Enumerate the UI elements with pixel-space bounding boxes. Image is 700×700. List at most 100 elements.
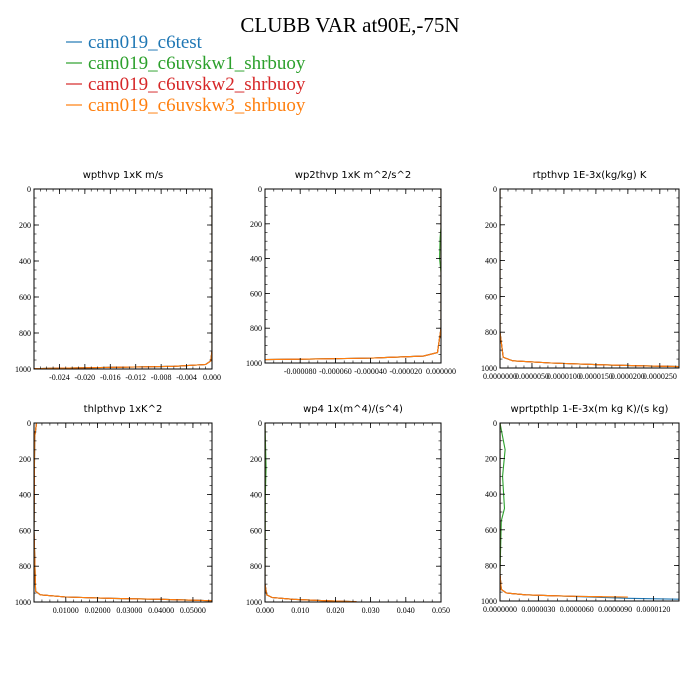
series-line-1 xyxy=(500,189,679,368)
series-line-3 xyxy=(265,423,357,602)
x-tick-label: -0.000020 xyxy=(389,367,422,376)
x-tick-label: 0.040 xyxy=(397,606,415,615)
x-tick-label: 0.0000050 xyxy=(515,372,549,381)
panel-6: wprtpthlp 1-E-3x(m kg K)/(s kg) 0 200 400 60… xyxy=(481,404,680,614)
y-tick-label: 800 xyxy=(485,328,497,337)
x-tick-label: 0.0000000 xyxy=(483,605,517,614)
series-line-4 xyxy=(265,189,441,361)
series-line-1 xyxy=(265,189,441,361)
series-line-4 xyxy=(34,423,212,602)
plot-frame xyxy=(499,188,680,369)
x-tick-label: -0.008 xyxy=(151,373,172,382)
x-tick-label: 0.020 xyxy=(326,606,344,615)
x-tick-label: 0.03000 xyxy=(116,606,142,615)
y-tick-label: 200 xyxy=(485,455,497,464)
panels: wpthvp 1xK m/s 0 200 400 600 800 1000 -0.024 -0.… xyxy=(15,170,680,615)
series-line-1 xyxy=(34,189,212,369)
x-tick-label: 0.0000200 xyxy=(611,372,645,381)
series-line-4 xyxy=(500,423,628,598)
series-line-2 xyxy=(500,423,603,598)
y-tick-label: 800 xyxy=(19,329,31,338)
legend-entry: cam019_c6test xyxy=(88,32,203,53)
x-tick-label: 0.0000250 xyxy=(643,372,677,381)
y-tick-label: 0 xyxy=(27,419,31,428)
y-tick-label: 400 xyxy=(485,257,497,266)
x-tick-label: 0.0000060 xyxy=(560,605,594,614)
plot-frame xyxy=(33,422,213,603)
x-tick-label: 0.0000150 xyxy=(579,372,613,381)
series-line-3 xyxy=(265,189,441,361)
y-tick-label: 1000 xyxy=(481,597,497,606)
x-tick-label: 0.000 xyxy=(203,373,221,382)
panel-1: wpthvp 1xK m/s 0 200 400 600 800 1000 -0.024 -0.… xyxy=(15,170,221,382)
x-tick-label: 0.050 xyxy=(432,606,450,615)
y-tick-label: 800 xyxy=(250,562,262,571)
legend-entry: cam019_c6uvskw1_shrbuoy xyxy=(88,53,306,74)
series-line-1 xyxy=(34,423,212,602)
panel-2: wp2thvp 1xK m^2/s^2 0 200 400 600 800 1000 -0.0… xyxy=(246,170,456,376)
x-tick-label: -0.012 xyxy=(125,373,146,382)
y-tick-label: 800 xyxy=(485,561,497,570)
y-tick-label: 0 xyxy=(258,185,262,194)
series-line-4 xyxy=(500,189,679,368)
y-tick-label: 200 xyxy=(250,455,262,464)
panel-title: wprtpthlp 1-E-3x(m kg K)/(s kg) xyxy=(511,404,669,415)
y-tick-label: 200 xyxy=(19,455,31,464)
series-line-2 xyxy=(34,423,212,602)
y-tick-label: 1000 xyxy=(246,598,262,607)
panel-title: thlpthvp 1xK^2 xyxy=(84,404,163,415)
x-tick-label: 0.000000 xyxy=(426,367,456,376)
plot-frame xyxy=(499,422,680,602)
panel-3: rtpthvp 1E-3x(kg/kg) K020040060080010000… xyxy=(481,170,680,381)
legend-entry: cam019_c6uvskw3_shrbuoy xyxy=(88,95,306,116)
series-line-2 xyxy=(34,189,212,369)
y-tick-label: 1000 xyxy=(15,598,31,607)
y-tick-label: 600 xyxy=(19,526,31,535)
panel-title: rtpthvp 1E-3x(kg/kg) K xyxy=(533,170,647,181)
legend-entry: cam019_c6uvskw2_shrbuoy xyxy=(88,74,306,95)
x-tick-label: -0.000060 xyxy=(319,367,352,376)
series-line-4 xyxy=(265,423,357,602)
y-tick-label: 200 xyxy=(19,221,31,230)
x-tick-label: 0.010 xyxy=(291,606,309,615)
x-tick-label: -0.024 xyxy=(49,373,70,382)
figure-title: CLUBB VAR at90E,-75N xyxy=(240,13,459,37)
y-tick-label: 1000 xyxy=(15,365,31,374)
x-tick-label: 0.01000 xyxy=(53,606,79,615)
y-tick-label: 600 xyxy=(485,526,497,535)
y-tick-label: 0 xyxy=(27,185,31,194)
legend: cam019_c6testcam019_c6uvskw1_shrbuoycam0… xyxy=(66,32,306,116)
y-tick-label: 800 xyxy=(19,562,31,571)
y-tick-label: 600 xyxy=(485,292,497,301)
y-tick-label: 400 xyxy=(250,491,262,500)
series-line-1 xyxy=(265,423,357,602)
series-line-3 xyxy=(500,189,679,368)
y-tick-label: 600 xyxy=(19,293,31,302)
x-tick-label: -0.020 xyxy=(75,373,96,382)
panel-title: wp2thvp 1xK m^2/s^2 xyxy=(295,170,411,181)
x-tick-label: -0.000080 xyxy=(284,367,317,376)
panel-title: wp4 1x(m^4)/(s^4) xyxy=(303,404,403,415)
y-tick-label: 800 xyxy=(250,324,262,333)
x-tick-label: 0.02000 xyxy=(85,606,111,615)
series-line-2 xyxy=(265,423,357,602)
y-tick-label: 200 xyxy=(485,221,497,230)
series-line-2 xyxy=(265,189,441,361)
series-line-4 xyxy=(34,189,212,369)
y-tick-label: 0 xyxy=(258,419,262,428)
x-tick-label: 0.0000120 xyxy=(636,605,670,614)
y-tick-label: 400 xyxy=(250,255,262,264)
y-tick-label: 400 xyxy=(19,491,31,500)
series-line-2 xyxy=(500,189,679,368)
plot-frame xyxy=(264,422,442,603)
x-tick-label: 0.05000 xyxy=(180,606,206,615)
y-tick-label: 1000 xyxy=(246,359,262,368)
x-tick-label: 0.0000090 xyxy=(598,605,632,614)
x-tick-label: -0.004 xyxy=(176,373,197,382)
series-line-3 xyxy=(500,423,603,598)
x-tick-label: -0.000040 xyxy=(354,367,387,376)
x-tick-label: -0.016 xyxy=(100,373,121,382)
y-tick-label: 0 xyxy=(493,419,497,428)
x-tick-label: 0.0000000 xyxy=(483,372,517,381)
